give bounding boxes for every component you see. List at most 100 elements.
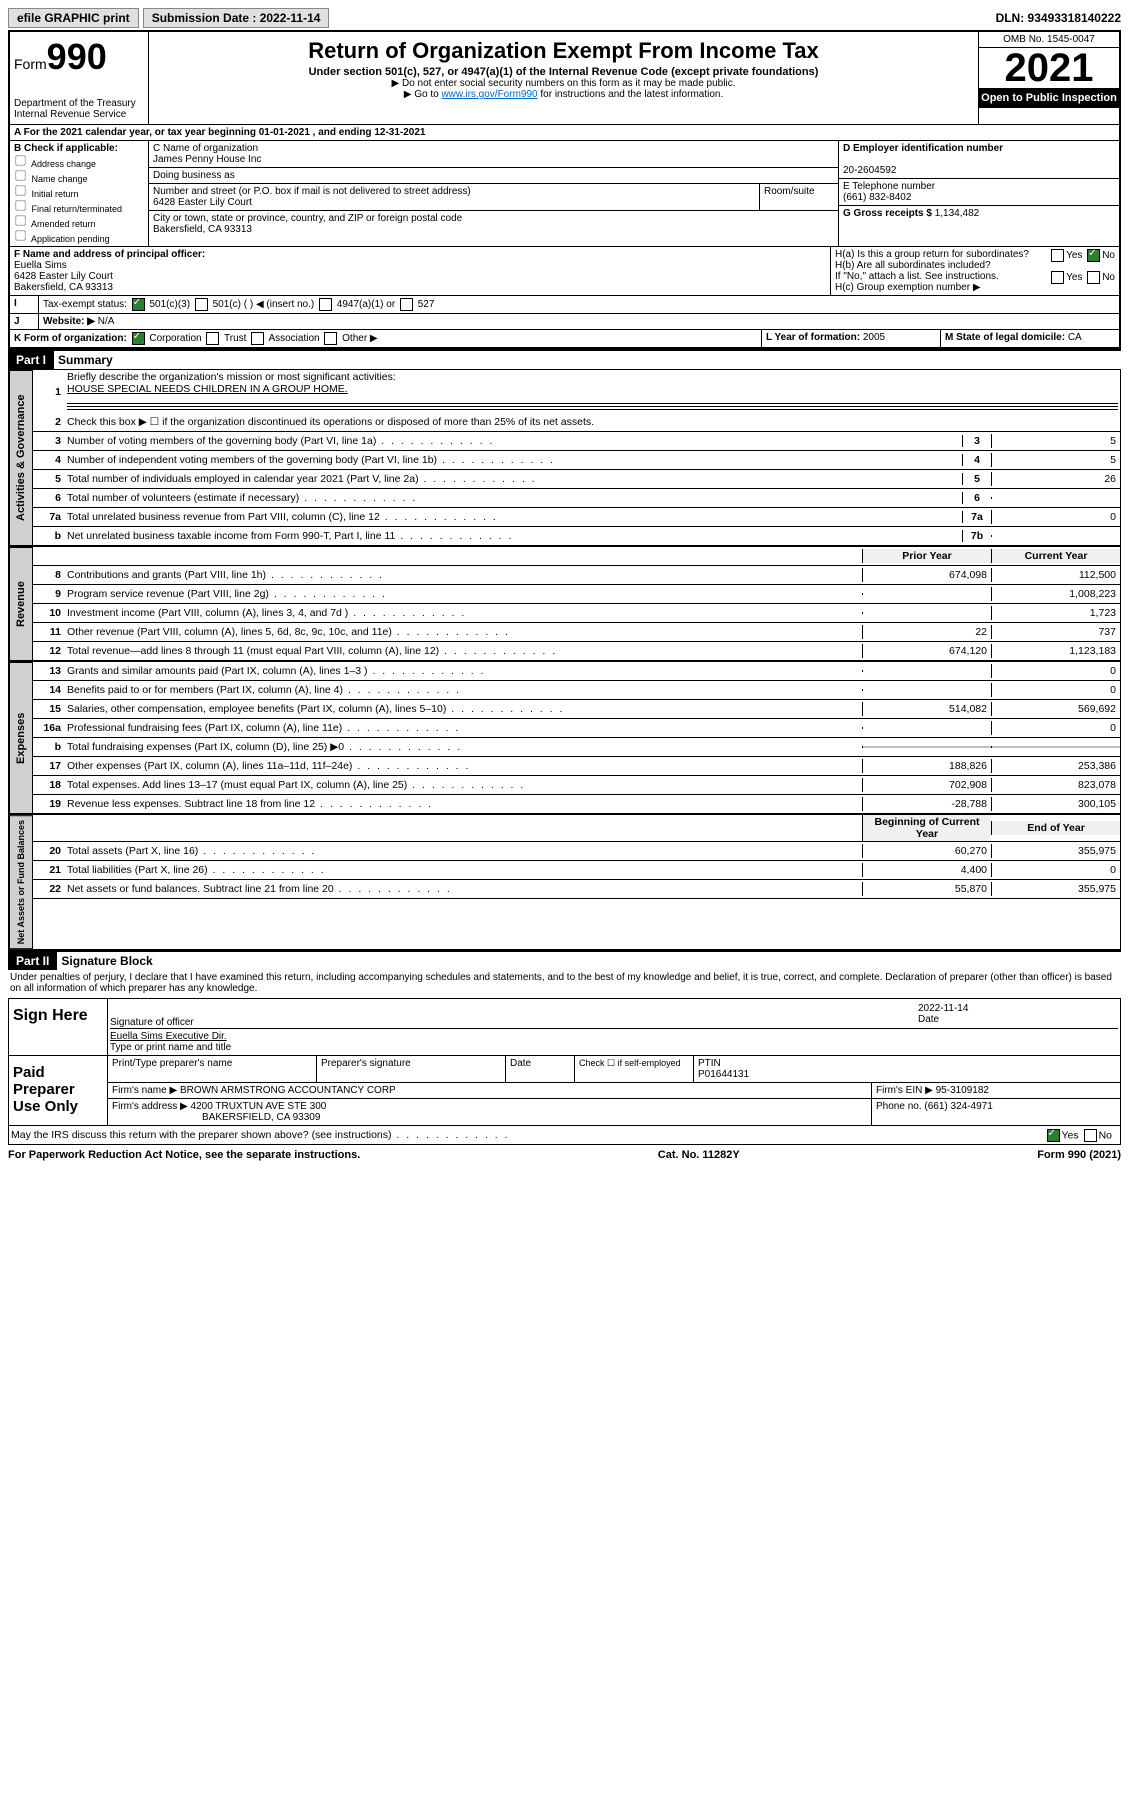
efile-button[interactable]: efile GRAPHIC print	[8, 8, 139, 28]
j-marker: J	[10, 314, 39, 330]
city-label: City or town, state or province, country…	[153, 213, 462, 224]
summary-line: 7aTotal unrelated business revenue from …	[33, 508, 1120, 527]
c-label: C Name of organization	[153, 143, 258, 154]
summary-line: bNet unrelated business taxable income f…	[33, 527, 1120, 546]
form-title: Return of Organization Exempt From Incom…	[153, 38, 974, 64]
prep-sig-label: Preparer's signature	[317, 1056, 506, 1083]
summary-revenue: Revenue Prior Year Current Year 8Contrib…	[8, 547, 1121, 662]
form-label-footer: Form 990 (2021)	[1037, 1149, 1121, 1161]
cb-assoc[interactable]	[251, 332, 264, 345]
e-label: E Telephone number	[843, 181, 935, 192]
form-header: Form990 Department of the Treasury Inter…	[8, 30, 1121, 124]
cb-amended[interactable]: Amended return	[14, 214, 144, 229]
officer-city: Bakersfield, CA 93313	[14, 282, 113, 293]
summary-line: 5Total number of individuals employed in…	[33, 470, 1120, 489]
cb-final-return[interactable]: Final return/terminated	[14, 199, 144, 214]
form-label: Form	[14, 56, 47, 72]
line2-desc: Check this box ▶ ☐ if the organization d…	[65, 415, 1120, 429]
firm-addr-label: Firm's address ▶	[112, 1101, 188, 1112]
summary-governance: Activities & Governance 1 Briefly descri…	[8, 369, 1121, 547]
room-label: Room/suite	[760, 184, 838, 211]
ein-value: 20-2604592	[843, 165, 896, 176]
cb-527[interactable]	[400, 298, 413, 311]
cb-other[interactable]	[324, 332, 337, 345]
pra-notice: For Paperwork Reduction Act Notice, see …	[8, 1149, 360, 1161]
hb-label: H(b) Are all subordinates included?	[835, 260, 991, 271]
discuss-yes[interactable]	[1047, 1129, 1060, 1142]
section-b-checkboxes: B Check if applicable: Address change Na…	[10, 141, 149, 247]
signature-block: Sign Here Signature of officer 2022-11-1…	[8, 998, 1121, 1126]
summary-line: 18Total expenses. Add lines 13–17 (must …	[33, 776, 1120, 795]
firm-city: BAKERSFIELD, CA 93309	[112, 1112, 320, 1123]
ha-no[interactable]	[1087, 249, 1100, 262]
firm-phone: (661) 324-4971	[924, 1101, 992, 1112]
summary-line: 12Total revenue—add lines 8 through 11 (…	[33, 642, 1120, 661]
cb-application-pending[interactable]: Application pending	[14, 229, 144, 244]
note2-pre: ▶ Go to	[404, 89, 442, 100]
submission-date-button[interactable]: Submission Date : 2022-11-14	[143, 8, 330, 28]
catalog-number: Cat. No. 11282Y	[658, 1149, 740, 1161]
summary-line: 11Other revenue (Part VIII, column (A), …	[33, 623, 1120, 642]
perjury-declaration: Under penalties of perjury, I declare th…	[8, 970, 1121, 996]
summary-expenses: Expenses 13Grants and similar amounts pa…	[8, 662, 1121, 815]
tax-year: 2021	[979, 48, 1119, 88]
top-bar: efile GRAPHIC print Submission Date : 20…	[8, 8, 1121, 28]
summary-line: bTotal fundraising expenses (Part IX, co…	[33, 738, 1120, 757]
ptin-value: P01644131	[698, 1069, 749, 1080]
form-note1: ▶ Do not enter social security numbers o…	[153, 78, 974, 89]
city-value: Bakersfield, CA 93313	[153, 224, 252, 235]
line2-num: 2	[33, 416, 65, 428]
cb-501c[interactable]	[195, 298, 208, 311]
vtab-expenses: Expenses	[9, 662, 33, 814]
website-row: Website: ▶ N/A	[39, 314, 1119, 330]
part1-header: Part I	[8, 351, 54, 369]
summary-line: 17Other expenses (Part IX, column (A), l…	[33, 757, 1120, 776]
summary-line: 15Salaries, other compensation, employee…	[33, 700, 1120, 719]
cb-address-change[interactable]: Address change	[14, 154, 144, 169]
cb-501c3[interactable]	[132, 298, 145, 311]
summary-line: 21Total liabilities (Part X, line 26)4,4…	[33, 861, 1120, 880]
form-number: 990	[47, 36, 107, 77]
officer-name: Euella Sims	[14, 260, 67, 271]
sig-officer-label: Signature of officer	[110, 1017, 194, 1028]
section-h: H(a) Is this a group return for subordin…	[831, 247, 1119, 296]
sig-date-label: Date	[918, 1014, 939, 1025]
cb-name-change[interactable]: Name change	[14, 169, 144, 184]
summary-line: 3Number of voting members of the governi…	[33, 432, 1120, 451]
cb-4947[interactable]	[319, 298, 332, 311]
note2-post: for instructions and the latest informat…	[538, 89, 724, 100]
firm-addr: 4200 TRUXTUN AVE STE 300	[191, 1101, 327, 1112]
dln-label: DLN: 93493318140222	[996, 11, 1121, 25]
line1-num: 1	[33, 386, 65, 398]
summary-line: 10Investment income (Part VIII, column (…	[33, 604, 1120, 623]
discuss-no[interactable]	[1084, 1129, 1097, 1142]
hb-yes[interactable]	[1051, 271, 1064, 284]
summary-line: 6Total number of volunteers (estimate if…	[33, 489, 1120, 508]
prep-name-label: Print/Type preparer's name	[108, 1056, 317, 1083]
irs-label: Internal Revenue Service	[14, 109, 144, 120]
vtab-governance: Activities & Governance	[9, 370, 33, 546]
d-label: D Employer identification number	[843, 143, 1003, 154]
officer-addr: 6428 Easter Lily Court	[14, 271, 113, 282]
open-inspection-badge: Open to Public Inspection	[979, 88, 1119, 108]
hb-no[interactable]	[1087, 271, 1100, 284]
part2-bar: Part II Signature Block	[8, 950, 1121, 970]
cb-initial-return[interactable]: Initial return	[14, 184, 144, 199]
f-label: F Name and address of principal officer:	[14, 249, 205, 260]
firm-name-label: Firm's name ▶	[112, 1085, 177, 1096]
cb-trust[interactable]	[206, 332, 219, 345]
summary-line: 14Benefits paid to or for members (Part …	[33, 681, 1120, 700]
line1-desc: Briefly describe the organization's miss…	[65, 370, 1120, 413]
section-k: K Form of organization: Corporation Trus…	[10, 330, 762, 347]
firm-ein-label: Firm's EIN ▶	[876, 1085, 933, 1096]
ha-yes[interactable]	[1051, 249, 1064, 262]
summary-net-assets: Net Assets or Fund Balances Beginning of…	[8, 815, 1121, 950]
section-c: C Name of organization James Penny House…	[149, 141, 839, 247]
phone-value: (661) 832-8402	[843, 192, 911, 203]
self-employed-check[interactable]: Check ☐ if self-employed	[575, 1056, 694, 1083]
name-title-label: Type or print name and title	[110, 1042, 231, 1053]
irs-link[interactable]: www.irs.gov/Form990	[441, 89, 537, 100]
col-current-year: Current Year	[991, 549, 1120, 563]
summary-line: 13Grants and similar amounts paid (Part …	[33, 662, 1120, 681]
cb-corp[interactable]	[132, 332, 145, 345]
